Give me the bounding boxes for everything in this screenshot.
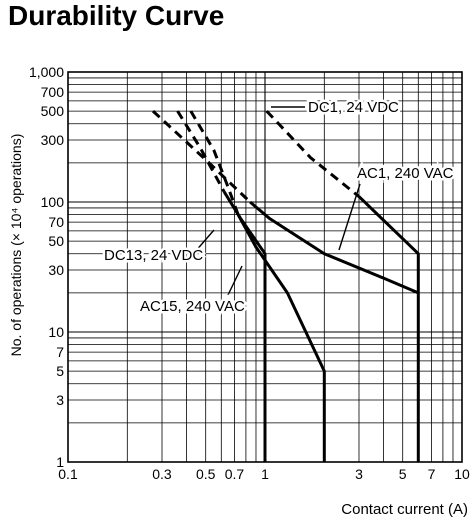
chart-title: Durability Curve (8, 0, 225, 31)
x-tick-label: 0.5 (196, 466, 216, 482)
series-ac15-240-vac-dashed (189, 110, 240, 216)
y-tick-label: 100 (41, 194, 65, 210)
y-tick-label: 5 (56, 363, 64, 379)
y-tick-label: 300 (41, 132, 65, 148)
label-ac15-240-vac: AC15, 240 VAC (140, 298, 245, 315)
x-tick-label: 3 (355, 466, 363, 482)
label-ac1-240-vac: AC1, 240 VAC (357, 165, 454, 182)
x-tick-label: 10 (454, 466, 470, 482)
leader-ac15-240-vac (227, 265, 243, 296)
series-ac15-240-vac-solid (236, 213, 326, 462)
x-axis-label: Contact current (A) (341, 501, 468, 518)
x-tick-label: 0.7 (225, 466, 245, 482)
x-tick-label: 5 (399, 466, 407, 482)
chart-tick-labels: 0.1 0.3 0.5 0.7 1 3 5 7 101357103050701003005007… (29, 64, 470, 482)
chart-curves (151, 109, 420, 462)
label-dc1-24-vdc: DC1, 24 VDC (308, 99, 399, 116)
series-ac1-240-vac-dashed (151, 109, 252, 204)
chart-annotations: DC1, 24 VDC AC1, 240 VAC DC13, 24 VDC AC15,… (102, 97, 457, 318)
x-tick-label: 0.1 (58, 466, 78, 482)
y-tick-label: 500 (41, 103, 65, 119)
y-tick-label: 7 (56, 344, 64, 360)
y-tick-label: 1,000 (29, 64, 64, 80)
series-dc13-24-vdc-dashed (176, 110, 226, 193)
series-dc1-24-vdc-dashed (265, 110, 360, 198)
y-tick-label: 50 (48, 233, 64, 249)
y-tick-label: 10 (48, 324, 64, 340)
series-dc1-24-vdc-solid (357, 195, 420, 462)
y-tick-label: 30 (48, 262, 64, 278)
y-tick-label: 700 (41, 84, 65, 100)
label-dc13-24-vdc: DC13, 24 VDC (104, 247, 203, 264)
series-dc13-24-vdc-solid (222, 190, 267, 462)
y-tick-label: 70 (48, 214, 64, 230)
x-tick-label: 1 (261, 466, 269, 482)
series-ac1-240-vac-solid (249, 200, 419, 295)
leader-dc13-24-vdc (193, 229, 215, 254)
y-tick-label: 3 (56, 392, 64, 408)
x-tick-label: 0.3 (152, 466, 172, 482)
y-tick-label: 1 (56, 454, 64, 470)
x-tick-label: 7 (428, 466, 436, 482)
leader-ac1-240-vac (338, 183, 361, 251)
